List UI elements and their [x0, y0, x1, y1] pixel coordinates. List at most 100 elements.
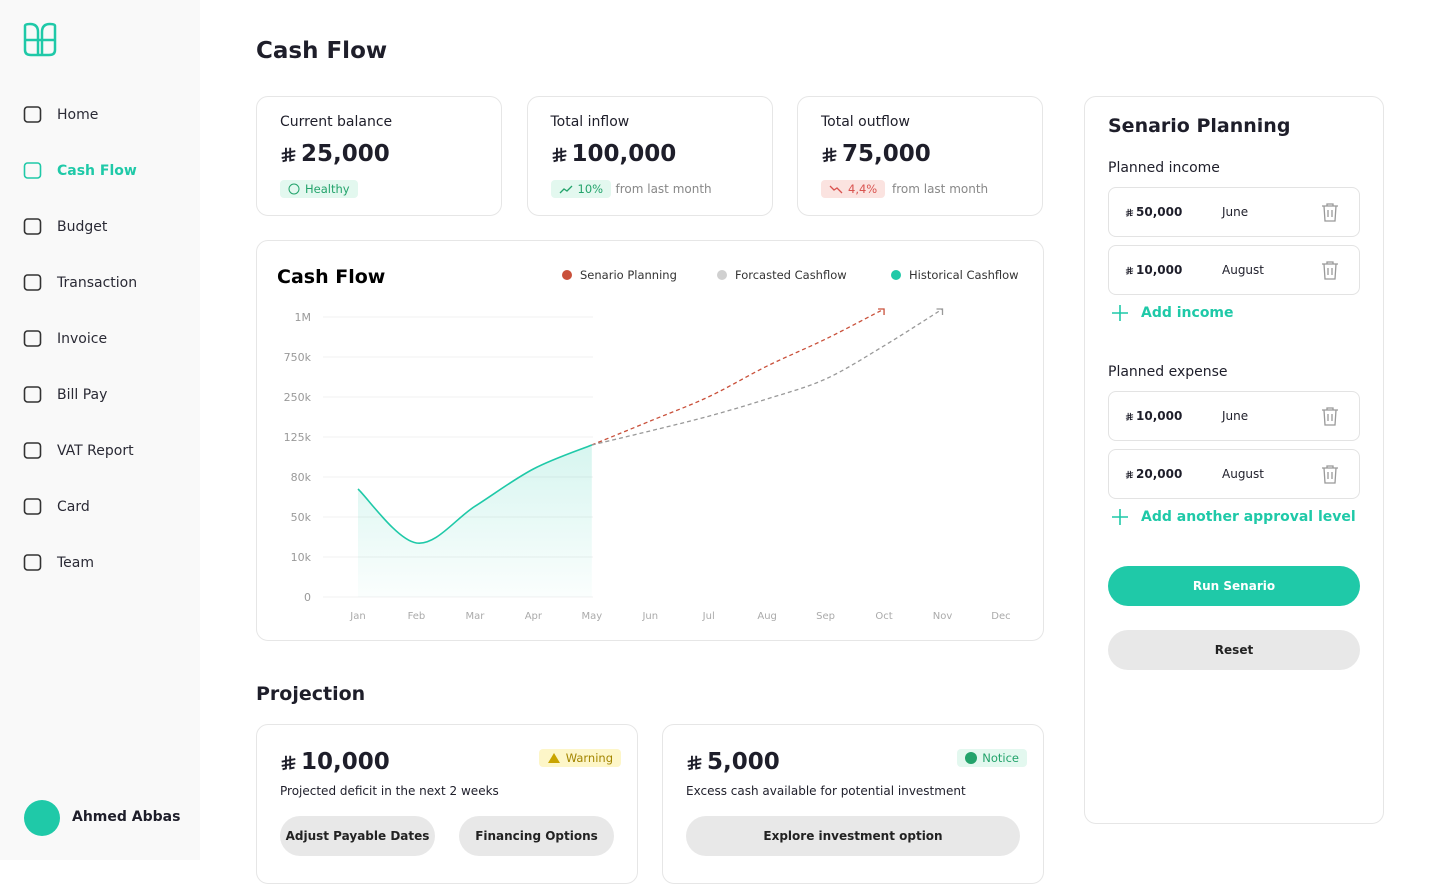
- projection-title: Projection: [256, 683, 366, 705]
- change-text: 10%: [577, 182, 604, 196]
- change-badge: 10%: [550, 180, 612, 198]
- arrow-head: [878, 308, 885, 315]
- action-button[interactable]: Adjust Payable Dates: [280, 816, 435, 856]
- nav-label: Cash Flow: [57, 162, 137, 179]
- nav-item[interactable]: Cash Flow: [22, 160, 137, 181]
- nav-label: Budget: [57, 218, 108, 235]
- income-title: Planned income: [1108, 160, 1220, 176]
- avatar: [24, 800, 60, 836]
- currency-icon: [1125, 412, 1134, 421]
- nav-item[interactable]: VAT Report: [22, 440, 134, 461]
- item-month: August: [1222, 263, 1264, 277]
- item-amount: 20,000: [1125, 467, 1182, 481]
- legend-label: Senario Planning: [580, 268, 677, 282]
- run-button[interactable]: Run Senario: [1108, 566, 1360, 606]
- status-badge: Healthy: [280, 180, 358, 198]
- stat-amount: 75,000: [821, 141, 931, 167]
- legend-dot: [562, 270, 572, 280]
- page-title: Cash Flow: [256, 38, 388, 64]
- nav-icon: [23, 106, 42, 123]
- amount: 50,000: [1136, 205, 1183, 219]
- x-tick-label: May: [581, 611, 602, 622]
- nav-item[interactable]: Team: [22, 552, 94, 573]
- nav-item[interactable]: Invoice: [22, 328, 107, 349]
- amount: 25,000: [301, 141, 390, 167]
- add-link[interactable]: Add income: [1111, 304, 1234, 322]
- amount: 100,000: [571, 141, 677, 167]
- amount: 20,000: [1136, 467, 1183, 481]
- trash-icon: [1322, 203, 1338, 222]
- action-button[interactable]: Explore investment option: [686, 816, 1020, 856]
- nav-icon: [23, 554, 42, 571]
- nav-item[interactable]: Budget: [22, 216, 107, 237]
- projection-badge: Warning: [538, 749, 621, 767]
- x-tick-label: Nov: [933, 611, 953, 622]
- line: [591, 308, 943, 446]
- action-button[interactable]: Financing Options: [459, 816, 614, 856]
- arrow-head: [936, 308, 944, 315]
- stat-card: Total outflow 75,000 4,4% from last month: [797, 96, 1043, 216]
- x-tick-label: Oct: [875, 611, 892, 622]
- nav-icon: [23, 498, 42, 515]
- delete-button[interactable]: [1321, 202, 1339, 225]
- planned-item: 10,000 June: [1108, 391, 1360, 441]
- delete-button[interactable]: [1321, 260, 1339, 283]
- legend-label: Historical Cashflow: [909, 268, 1019, 282]
- y-tick-label: 10k: [291, 551, 312, 564]
- currency-icon: [1125, 470, 1134, 479]
- add-link[interactable]: Add another approval level: [1111, 508, 1356, 526]
- stat-card: Current balance 25,000 Healthy: [256, 96, 502, 216]
- item-month: June: [1222, 409, 1249, 423]
- nav-label: Home: [57, 106, 99, 123]
- x-tick-label: Jun: [641, 611, 658, 622]
- plus-icon: [1112, 509, 1128, 525]
- nav-label: Invoice: [57, 330, 108, 347]
- nav-label: Transaction: [57, 274, 138, 291]
- nav-icon: [23, 386, 42, 403]
- scenario-title: Senario Planning: [1108, 115, 1291, 137]
- line: [357, 444, 593, 544]
- delete-button[interactable]: [1321, 406, 1339, 429]
- currency-icon: [687, 755, 702, 770]
- legend-dot: [891, 270, 901, 280]
- x-tick-label: Dec: [991, 611, 1010, 622]
- user-name: Ahmed Abbas: [72, 809, 181, 825]
- delete-button[interactable]: [1321, 464, 1339, 487]
- change-note: from last month: [892, 182, 989, 196]
- line: [591, 308, 885, 446]
- nav-item[interactable]: Transaction: [22, 272, 137, 293]
- currency-icon: [552, 147, 566, 162]
- logo: [23, 22, 57, 57]
- nav-item[interactable]: Home: [22, 104, 98, 125]
- add-label: Add another approval level: [1141, 509, 1356, 525]
- item-amount: 10,000: [1125, 409, 1182, 423]
- badge-text: Healthy: [305, 182, 350, 196]
- currency-icon: [822, 147, 837, 162]
- projection-amount: 10,000: [280, 749, 390, 775]
- stat-label: Total outflow: [821, 114, 910, 130]
- planned-item: 20,000 August: [1108, 449, 1360, 499]
- y-tick-label: 0: [304, 591, 311, 604]
- projection-text: Excess cash available for potential inve…: [686, 784, 966, 798]
- nav-item[interactable]: Card: [22, 496, 90, 517]
- change-text: 4,4%: [848, 182, 878, 196]
- projection-text: Projected deficit in the next 2 weeks: [280, 784, 499, 798]
- projection-amount: 5,000: [686, 749, 780, 775]
- reset-button[interactable]: Reset: [1108, 630, 1360, 670]
- nav-icon: [23, 274, 42, 291]
- y-tick-label: 250k: [284, 391, 312, 404]
- trend-icon: [829, 185, 843, 194]
- amount: 10,000: [1136, 263, 1183, 277]
- item-amount: 50,000: [1125, 205, 1182, 219]
- x-tick-label: Mar: [465, 611, 485, 622]
- expense-title: Planned expense: [1108, 364, 1228, 380]
- nav-item[interactable]: Bill Pay: [22, 384, 107, 405]
- x-tick-label: Sep: [816, 611, 835, 622]
- stat-label: Total inflow: [550, 114, 630, 130]
- x-tick-label: Jan: [349, 611, 365, 622]
- y-tick-label: 1M: [295, 311, 312, 324]
- stat-label: Current balance: [280, 114, 393, 130]
- info-icon: [965, 752, 978, 764]
- plus-icon: [1112, 305, 1128, 321]
- nav-icon: [23, 218, 42, 235]
